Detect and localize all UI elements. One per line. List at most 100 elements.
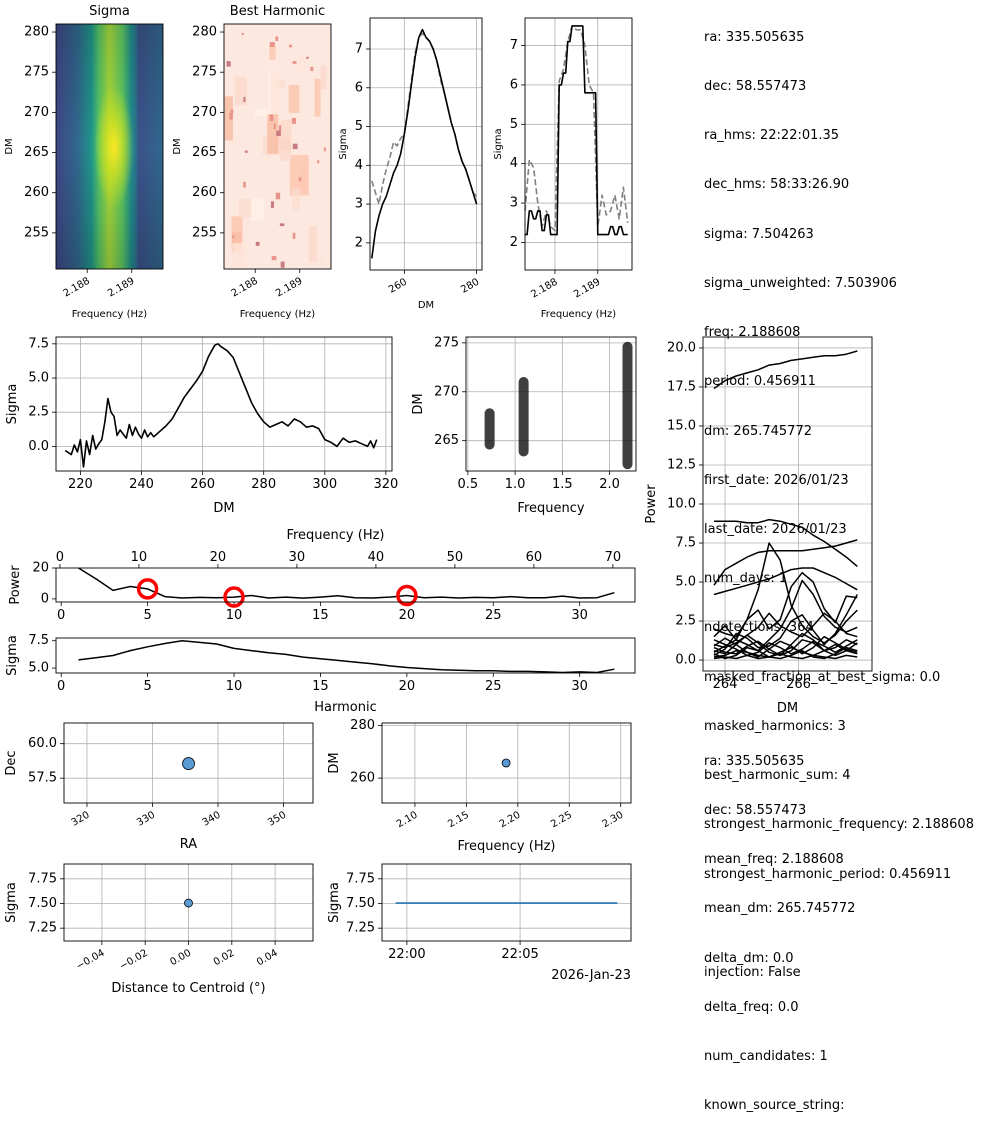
scatter-point xyxy=(484,423,495,434)
scatter-point xyxy=(622,341,633,352)
info-line: ra_hms: 22:22:01.35 xyxy=(704,128,840,144)
dashed-series-line xyxy=(524,25,629,232)
heatmap-cell xyxy=(297,54,306,70)
axis-label: Frequency xyxy=(517,501,584,516)
scatter-point xyxy=(184,898,193,908)
series-line xyxy=(713,539,858,586)
axis-label: Sigma xyxy=(493,128,504,159)
masked-harmonic-marker xyxy=(396,584,418,607)
scatter-point xyxy=(622,353,633,364)
x-tick-label: 2.188 xyxy=(62,276,92,300)
scatter-point xyxy=(518,410,529,420)
x-tick-label: 5 xyxy=(143,679,151,694)
y-tick-label: 260 xyxy=(24,185,49,200)
axis-label: Frequency (Hz) xyxy=(240,309,316,320)
axes-frame xyxy=(702,336,873,672)
scatter-point xyxy=(622,383,633,394)
scatter-point xyxy=(622,440,633,451)
y-tick-label: 3 xyxy=(510,196,518,211)
y-tick-label: 255 xyxy=(24,225,49,240)
axis-label: Frequency (Hz) xyxy=(541,309,617,320)
heatmap-cell xyxy=(289,154,309,196)
axis-label: DM xyxy=(213,501,234,516)
x-tick-label: 60 xyxy=(526,550,543,565)
y-tick-label: 2 xyxy=(355,235,363,250)
x-tick-label: −0.02 xyxy=(118,948,150,973)
y-tick-label: 4 xyxy=(355,158,363,173)
scatter-point xyxy=(622,356,633,367)
scatter-point xyxy=(518,386,529,396)
heatmap-speck xyxy=(275,192,281,200)
axis-label: Frequency (Hz) xyxy=(457,839,555,854)
info-line: mean_dm: 265.745772 xyxy=(704,901,856,917)
series-line xyxy=(713,350,858,390)
x-tick-label: 0.04 xyxy=(255,948,280,969)
scatter-point xyxy=(622,380,633,391)
heatmap-speck xyxy=(229,112,233,120)
scatter-point xyxy=(518,443,529,453)
axis-label: Dec xyxy=(4,750,19,775)
chart-title: Sigma xyxy=(89,4,130,19)
heatmap-speck xyxy=(269,114,274,122)
heatmap-cell xyxy=(231,216,243,243)
y-tick-label: 5.0 xyxy=(28,371,49,386)
chart-title: Best Harmonic xyxy=(230,4,325,19)
heatmap-speck xyxy=(271,256,277,261)
y-tick-label: 3 xyxy=(355,197,363,212)
x-tick-label: 320 xyxy=(373,477,398,492)
heatmap-speck xyxy=(273,123,276,130)
x-tick-label: 30 xyxy=(571,608,588,623)
info-line: delta_dm: 0.0 xyxy=(704,950,794,966)
heatmap-cell xyxy=(320,65,327,90)
scatter-point xyxy=(622,437,633,448)
y-tick-label: 15.0 xyxy=(667,418,696,433)
scatter-point xyxy=(622,401,633,412)
x-tick-label: 0.00 xyxy=(168,948,193,969)
scatter-point xyxy=(518,398,529,408)
scatter-point xyxy=(622,395,633,406)
scatter-point xyxy=(622,389,633,400)
info-line: delta_freq: 0.0 xyxy=(704,999,799,1015)
info-line: dec: 58.557473 xyxy=(704,79,807,95)
x-tick-label: 25 xyxy=(485,679,502,694)
scatter-point xyxy=(622,368,633,379)
y-tick-label: 7.5 xyxy=(28,336,49,351)
series-line xyxy=(78,567,615,599)
x-tick-label: 260 xyxy=(387,277,409,296)
axes-frame xyxy=(524,17,633,271)
y-tick-label: 0.0 xyxy=(675,653,696,668)
x-tick-label: 30 xyxy=(289,550,306,565)
heatmap-cell xyxy=(318,253,325,262)
y-tick-label: 20 xyxy=(32,561,49,576)
axis-label: DM xyxy=(4,138,15,154)
scatter-point xyxy=(484,432,495,443)
x-tick-label: 2.189 xyxy=(572,277,602,301)
heatmap-speck xyxy=(292,143,298,150)
x-tick-label: 10 xyxy=(226,608,243,623)
y-tick-label: 265 xyxy=(192,145,217,160)
scatter-point xyxy=(622,344,633,355)
y-tick-label: 275 xyxy=(24,65,49,80)
y-tick-label: 5 xyxy=(355,119,363,134)
x-tick-label: 2.189 xyxy=(106,276,136,300)
scatter-point xyxy=(182,757,195,770)
scatter-point xyxy=(484,429,495,440)
x-tick-label: 40 xyxy=(368,550,385,565)
heatmap-cell xyxy=(267,114,279,154)
axes-frame xyxy=(55,23,164,270)
heatmap-speck xyxy=(292,60,297,64)
scatter-point xyxy=(501,758,511,768)
heatmap-cell xyxy=(314,78,321,117)
info-line: ndetections: 364 xyxy=(704,620,814,636)
heatmap-speck xyxy=(243,181,246,188)
series-line xyxy=(713,635,858,658)
heatmap-speck xyxy=(275,36,279,41)
scatter-point xyxy=(518,389,529,399)
x-tick-label: 0 xyxy=(57,679,65,694)
x-tick-label: 20 xyxy=(399,608,416,623)
x-tick-label: 264 xyxy=(713,677,738,692)
x-tick-label: 300 xyxy=(312,477,337,492)
x-tick-label: 2.25 xyxy=(549,810,574,831)
y-tick-label: 6 xyxy=(355,80,363,95)
axis-label: Power xyxy=(644,484,659,524)
